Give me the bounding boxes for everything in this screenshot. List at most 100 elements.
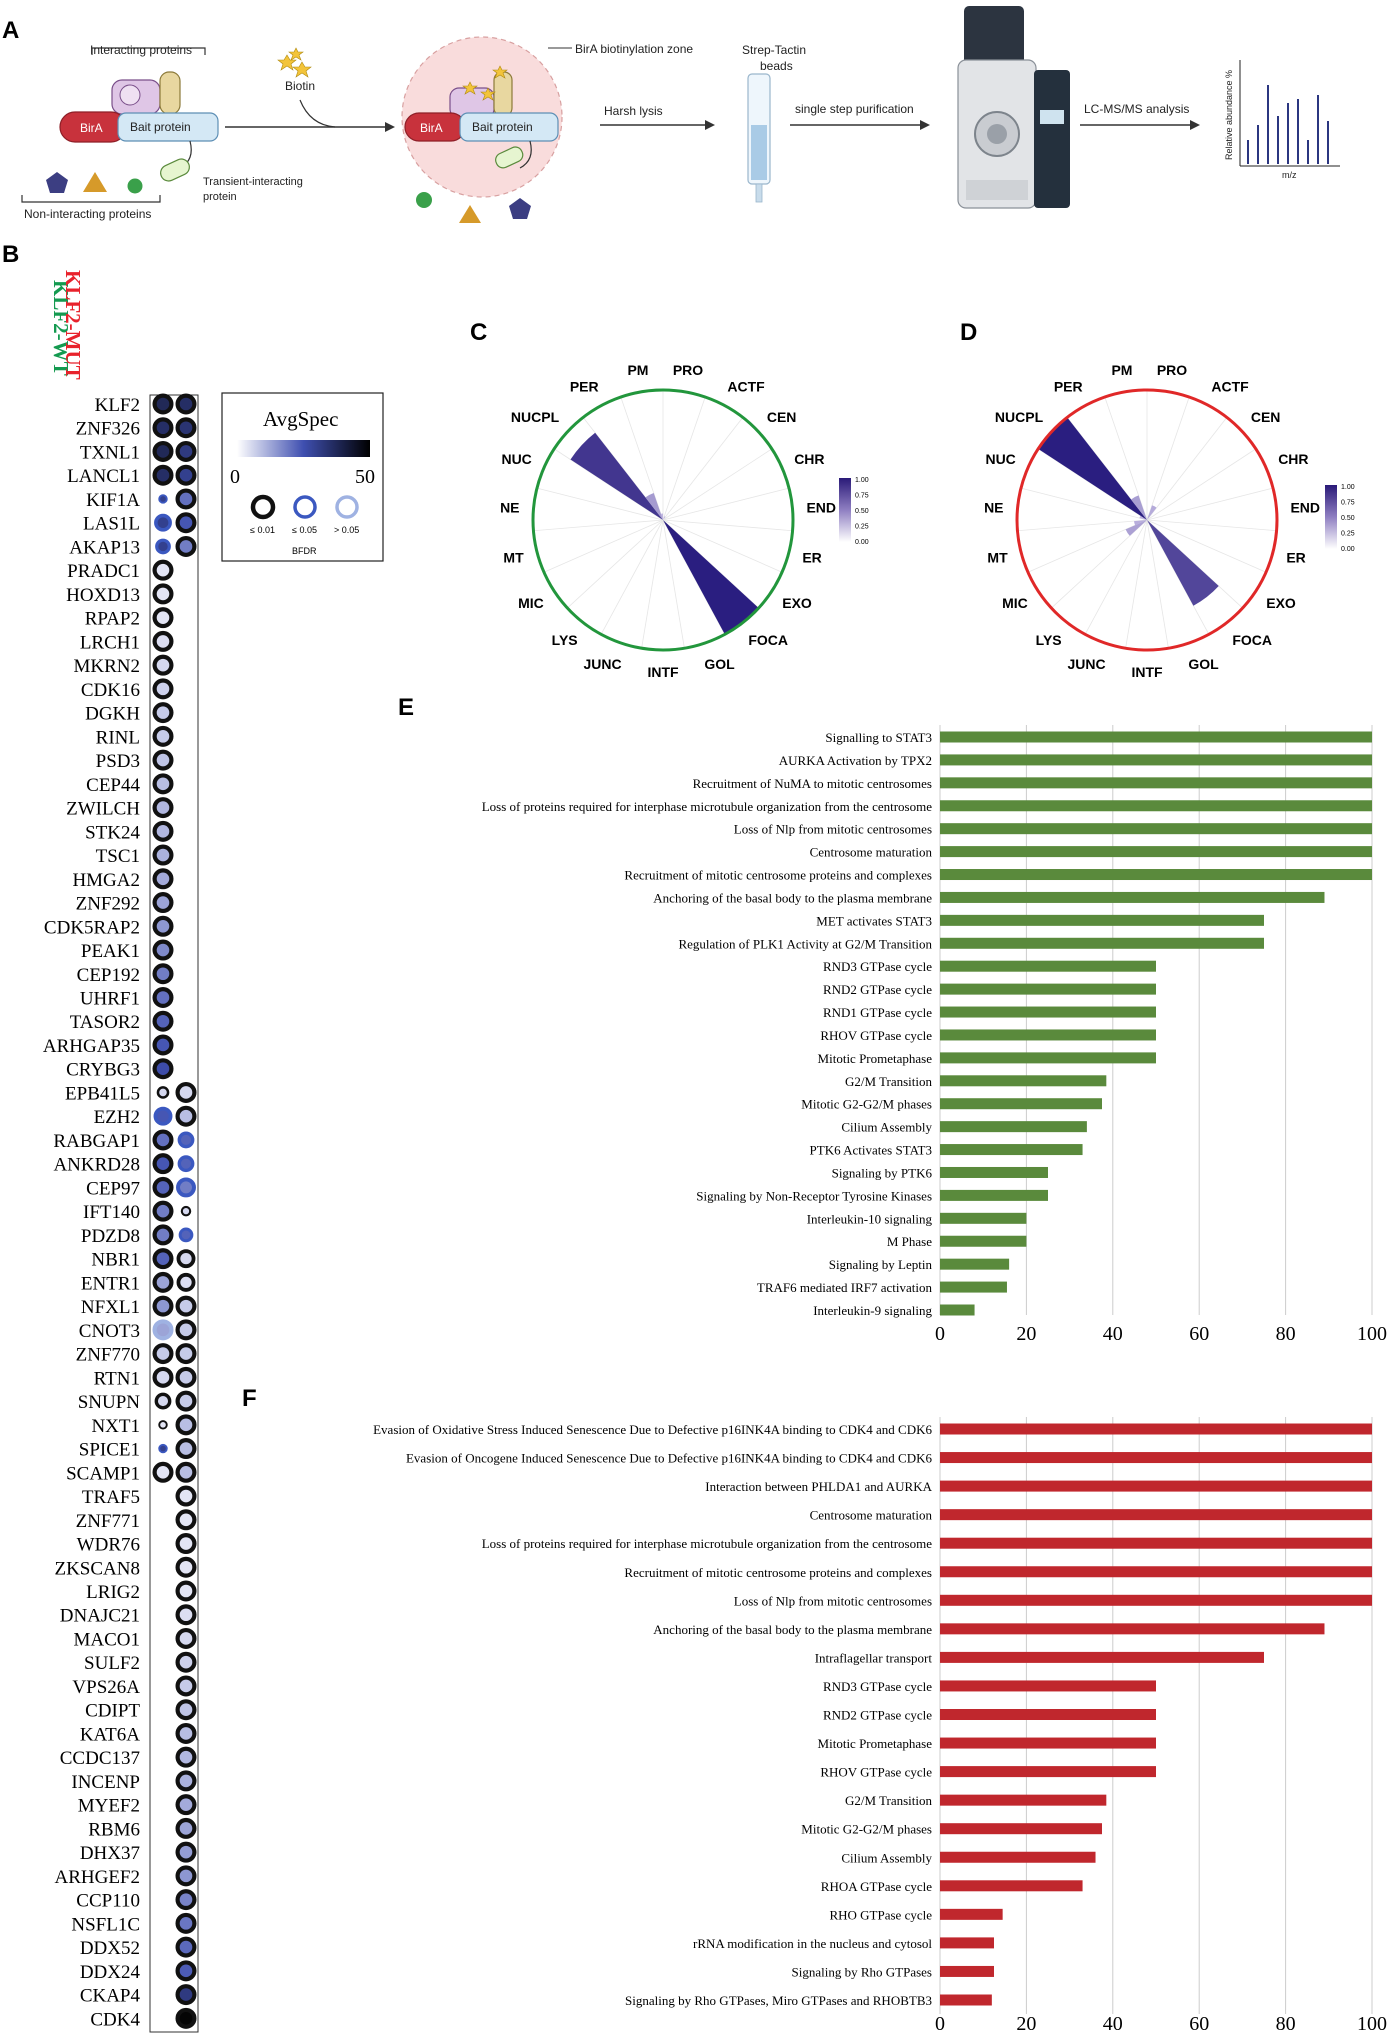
dot-wt — [156, 1086, 170, 1099]
gene-label: CCP110 — [76, 1891, 140, 1912]
dot-mut — [175, 535, 197, 557]
bar-category-label: Centrosome maturation — [810, 845, 933, 860]
dot-wt — [152, 1153, 174, 1175]
gene-label: KAT6A — [80, 1724, 140, 1745]
polar-bar-per — [645, 492, 663, 520]
dot-mut — [175, 393, 197, 415]
dot-mut — [175, 1699, 197, 1721]
bar-category-label: Signaling by Leptin — [829, 1257, 933, 1272]
bar-category-label: RHO GTPase cycle — [829, 1907, 932, 1922]
gene-label: KLF2 — [95, 395, 140, 416]
polar-label: ER — [802, 549, 821, 565]
dot-wt — [152, 1176, 174, 1198]
colorbar — [839, 478, 851, 542]
dot-wt — [152, 607, 174, 629]
gene-label: SNUPN — [78, 1392, 141, 1413]
gene-label: IFT140 — [83, 1202, 140, 1223]
dot-wt — [152, 678, 174, 700]
polar-gridline — [1027, 519, 1148, 573]
dot-mut — [175, 1461, 197, 1483]
bar-category-label: Centrosome maturation — [810, 1508, 933, 1523]
polar-gridline — [1146, 396, 1190, 521]
polar-gridline — [662, 417, 744, 521]
bar — [940, 754, 1372, 766]
bar-category-label: Cilium Assembly — [841, 1850, 932, 1865]
bar-category-label: Mitotic Prometaphase — [818, 1736, 933, 1751]
bar — [940, 1709, 1156, 1720]
single-step-label: single step purification — [795, 102, 914, 116]
gene-label: CEP192 — [77, 965, 140, 986]
polar-gridline — [543, 519, 664, 573]
polar-gridline — [1125, 519, 1148, 649]
polar-label: EXO — [1266, 595, 1296, 611]
x-tick-label: 80 — [1276, 2013, 1296, 2035]
interacting-proteins-label: Interacting proteins — [90, 43, 192, 57]
bar-category-label: Mitotic G2-G2/M phases — [801, 1822, 932, 1837]
polar-label: LYS — [1036, 632, 1062, 648]
bar-category-label: G2/M Transition — [845, 1793, 933, 1808]
gene-label: PEAK1 — [81, 941, 140, 962]
dot-wt — [152, 583, 174, 605]
dot-wt — [153, 1106, 173, 1126]
bar-category-label: RHOV GTPase cycle — [820, 1765, 932, 1780]
dotplot-legend: AvgSpec 0 50 ≤ 0.01 ≤ 0.05 > 0.05 BFDR — [221, 392, 384, 562]
dot-mut — [175, 1366, 197, 1388]
bar-category-label: Evasion of Oncogene Induced Senescence D… — [406, 1451, 933, 1466]
dot-wt — [152, 725, 174, 747]
bar-category-label: TRAF6 mediated IRF7 activation — [757, 1280, 933, 1295]
bar-category-label: Intraflagellar transport — [815, 1650, 933, 1665]
polar-label: CEN — [1251, 409, 1281, 425]
polar-bar-nucpl — [570, 432, 663, 520]
gene-label: PSD3 — [96, 751, 140, 772]
gene-label: ENTR1 — [81, 1273, 140, 1294]
x-tick-label: 40 — [1103, 1323, 1123, 1345]
dot-mut — [175, 1604, 197, 1626]
beads-label: beads — [760, 59, 793, 73]
polar-label: PER — [570, 378, 599, 394]
colorbar-tick: 0.50 — [855, 508, 869, 515]
x-tick-label: 20 — [1016, 2013, 1036, 2035]
panel-letter-c: C — [470, 319, 487, 346]
polar-bar-nuc — [1139, 515, 1147, 520]
bar-category-label: Signaling by Rho GTPases, Miro GTPases a… — [625, 1993, 932, 2008]
polar-label: NUC — [985, 451, 1015, 467]
polar-gridline — [1146, 448, 1257, 521]
bar — [940, 1006, 1156, 1018]
transient-label-2: protein — [203, 191, 237, 203]
bar-category-label: Recruitment of mitotic centrosome protei… — [624, 868, 932, 883]
legend-title: AvgSpec — [263, 407, 338, 431]
colorbar-tick: 0.25 — [855, 524, 869, 531]
colorbar-tick: 0.75 — [1341, 500, 1355, 507]
dot-mut — [175, 1627, 197, 1649]
column-label-mut: KLF2-MUT — [61, 270, 85, 380]
bar — [940, 1189, 1048, 1201]
bar — [940, 1098, 1102, 1110]
polar-label: MIC — [1002, 595, 1028, 611]
gene-label: RINL — [96, 727, 140, 748]
dot-mut — [175, 1770, 197, 1792]
gene-label: STK24 — [85, 822, 140, 843]
mz-label: m/z — [1282, 170, 1297, 180]
bar — [940, 914, 1264, 926]
bar — [940, 983, 1156, 995]
bar — [940, 1235, 1027, 1247]
dot-mut — [177, 1155, 195, 1173]
panel-letter-b: B — [2, 241, 19, 268]
bar-category-label: Loss of Nlp from mitotic centrosomes — [734, 1593, 932, 1608]
dot-wt — [152, 702, 174, 724]
bar — [940, 1594, 1372, 1606]
bar — [940, 1823, 1102, 1835]
gene-label: UHRF1 — [80, 989, 140, 1010]
interacting-protein-yellow — [159, 71, 181, 115]
gene-label: ZWILCH — [66, 799, 140, 820]
bar — [940, 1880, 1083, 1892]
colorbar — [1325, 485, 1337, 549]
bar-category-label: PTK6 Activates STAT3 — [810, 1143, 932, 1158]
gene-label: EPB41L5 — [65, 1083, 140, 1104]
dot-mut — [176, 1249, 196, 1269]
non-interacting-label: Non-interacting proteins — [24, 207, 151, 221]
polar-bar-mic — [1125, 520, 1147, 536]
polar-ring — [1015, 388, 1279, 652]
